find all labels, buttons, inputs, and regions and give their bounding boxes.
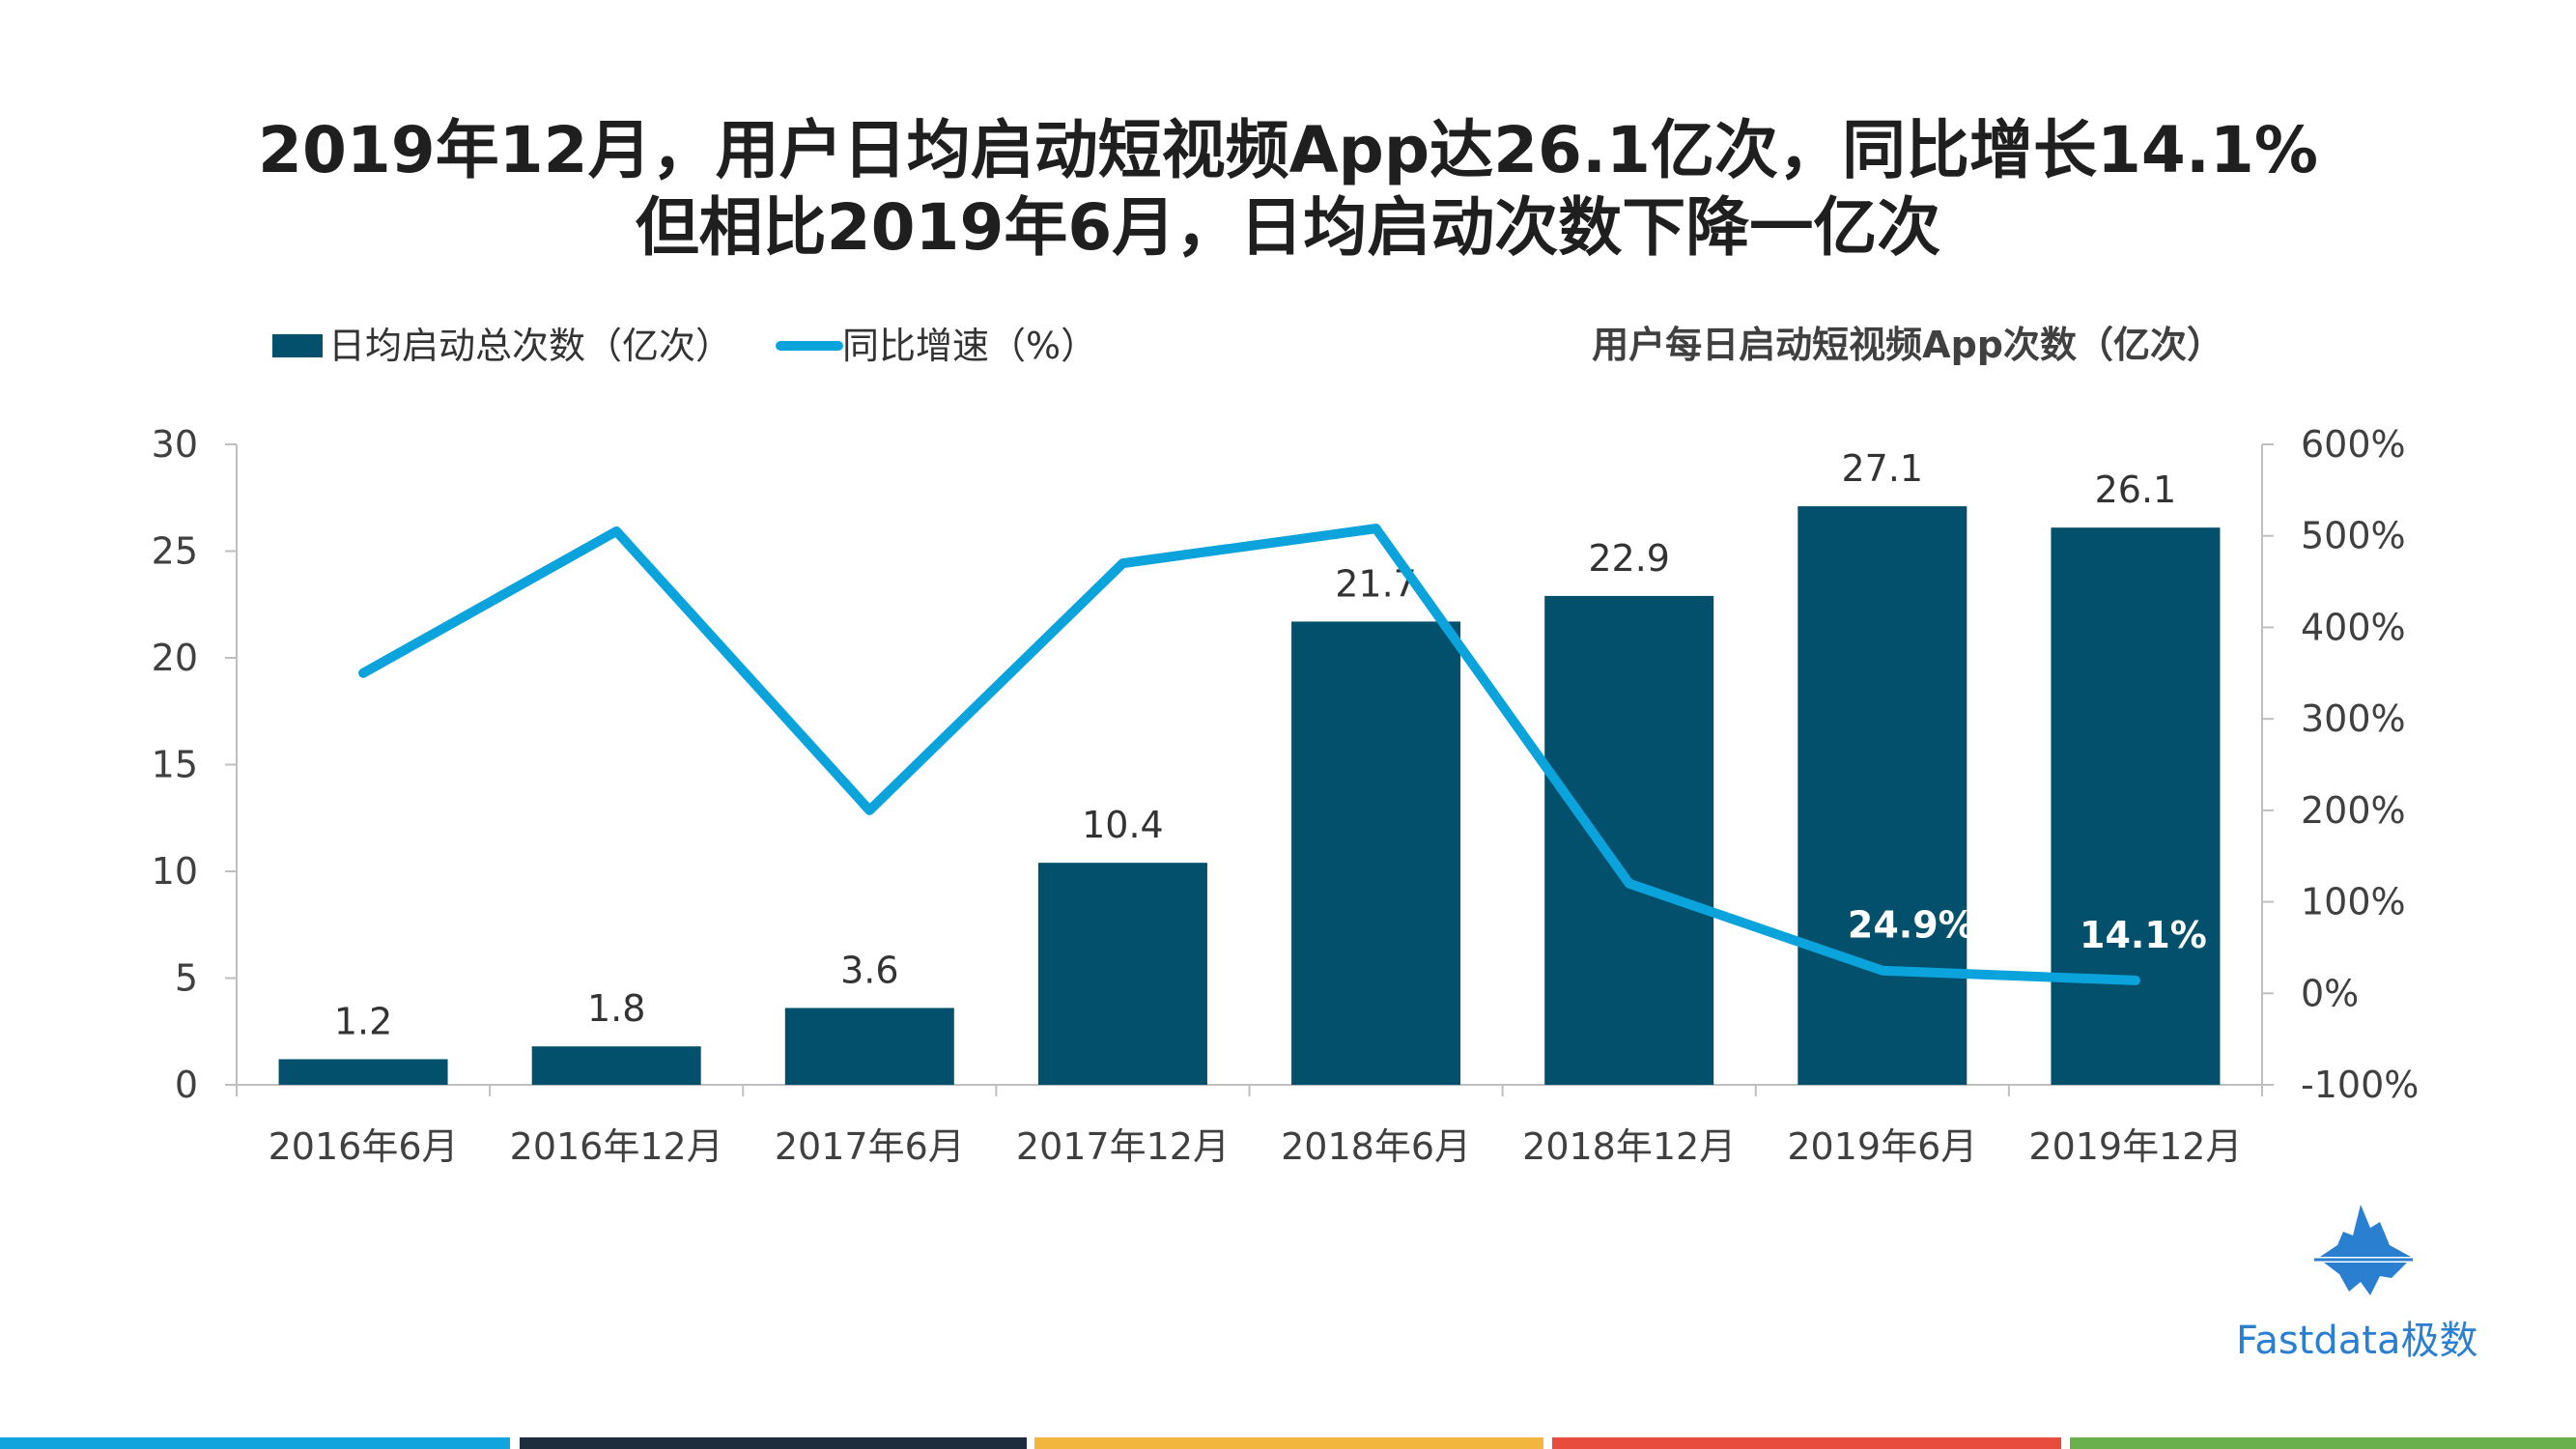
x-tick-label: 2017年6月: [775, 1125, 965, 1168]
bar-8: [2051, 527, 2221, 1085]
x-tick-label: 2019年6月: [1787, 1125, 1977, 1168]
right-tick-label: 200%: [2301, 789, 2406, 832]
growth-point-1: [359, 668, 368, 677]
brand-name: Fastdata极数: [2236, 1319, 2478, 1363]
x-tick-label: 2018年12月: [1522, 1125, 1736, 1168]
left-tick-label: 30: [152, 423, 198, 466]
right-tick-label: 400%: [2301, 606, 2406, 648]
footer-bar-2: [520, 1437, 1027, 1449]
legend-bar-label: 日均启动总次数（亿次）: [328, 325, 732, 367]
x-tick-label: 2016年6月: [269, 1125, 459, 1168]
growth-value-label: 14.1%: [2080, 914, 2207, 956]
left-tick-label: 15: [152, 744, 198, 786]
right-tick-label: -100%: [2301, 1064, 2419, 1106]
growth-point-7: [1878, 966, 1886, 975]
growth-line: [358, 524, 2140, 985]
bar-value-label: 1.8: [587, 987, 645, 1030]
growth-point-5: [1372, 525, 1380, 533]
iceberg-logo-icon: [2314, 1205, 2413, 1295]
bar-6: [1544, 595, 1714, 1085]
growth-point-6: [1625, 879, 1633, 888]
x-tick-label: 2017年12月: [1016, 1125, 1230, 1168]
bar-value-label: 10.4: [1082, 804, 1164, 846]
footer-bar-3: [1034, 1437, 1543, 1449]
bar-1: [278, 1059, 448, 1085]
bar-value-label: 1.2: [334, 1000, 392, 1042]
left-tick-label: 25: [152, 530, 198, 573]
growth-point-8: [2131, 976, 2139, 984]
bar-7: [1798, 506, 1967, 1085]
growth-point-4: [1118, 559, 1127, 568]
footer-bar-5: [2070, 1437, 2576, 1449]
bar-2: [531, 1046, 701, 1085]
x-tick-label: 2018年6月: [1281, 1125, 1471, 1168]
bar-value-label: 22.9: [1588, 537, 1670, 580]
chart-subtitle: 用户每日启动短视频App次数（亿次）: [1592, 324, 2223, 366]
growth-value-label: 24.9%: [1848, 904, 1975, 947]
footer-bar-1: [0, 1437, 510, 1449]
legend-line-label: 同比增速（%）: [842, 325, 1097, 367]
right-tick-label: 300%: [2301, 697, 2406, 740]
bar-value-label: 26.1: [2095, 469, 2177, 511]
right-tick-label: 100%: [2301, 881, 2406, 923]
right-tick-label: 500%: [2301, 515, 2406, 557]
growth-point-3: [865, 806, 874, 814]
bar-3: [784, 1008, 954, 1085]
bar-value-label: 27.1: [1842, 447, 1924, 490]
bar-4: [1037, 863, 1207, 1085]
growth-point-2: [612, 526, 621, 535]
bar-value-label: 3.6: [840, 949, 898, 991]
right-tick-label: 0%: [2301, 972, 2359, 1014]
legend-bar-swatch: [272, 334, 323, 357]
bar-5: [1291, 621, 1461, 1085]
left-tick-label: 10: [152, 850, 198, 893]
x-tick-label: 2019年12月: [2028, 1125, 2242, 1168]
left-tick-label: 20: [152, 637, 198, 679]
left-tick-label: 0: [175, 1064, 198, 1106]
footer-bar-4: [1552, 1437, 2061, 1449]
x-tick-label: 2016年12月: [510, 1125, 723, 1168]
left-tick-label: 5: [175, 957, 198, 1000]
right-tick-label: 600%: [2301, 423, 2406, 466]
chart-title-line1: 2019年12月，用户日均启动短视频App达26.1亿次，同比增长14.1%: [258, 113, 2318, 187]
chart-title-line2: 但相比2019年6月，日均启动次数下降一亿次: [635, 190, 1941, 265]
